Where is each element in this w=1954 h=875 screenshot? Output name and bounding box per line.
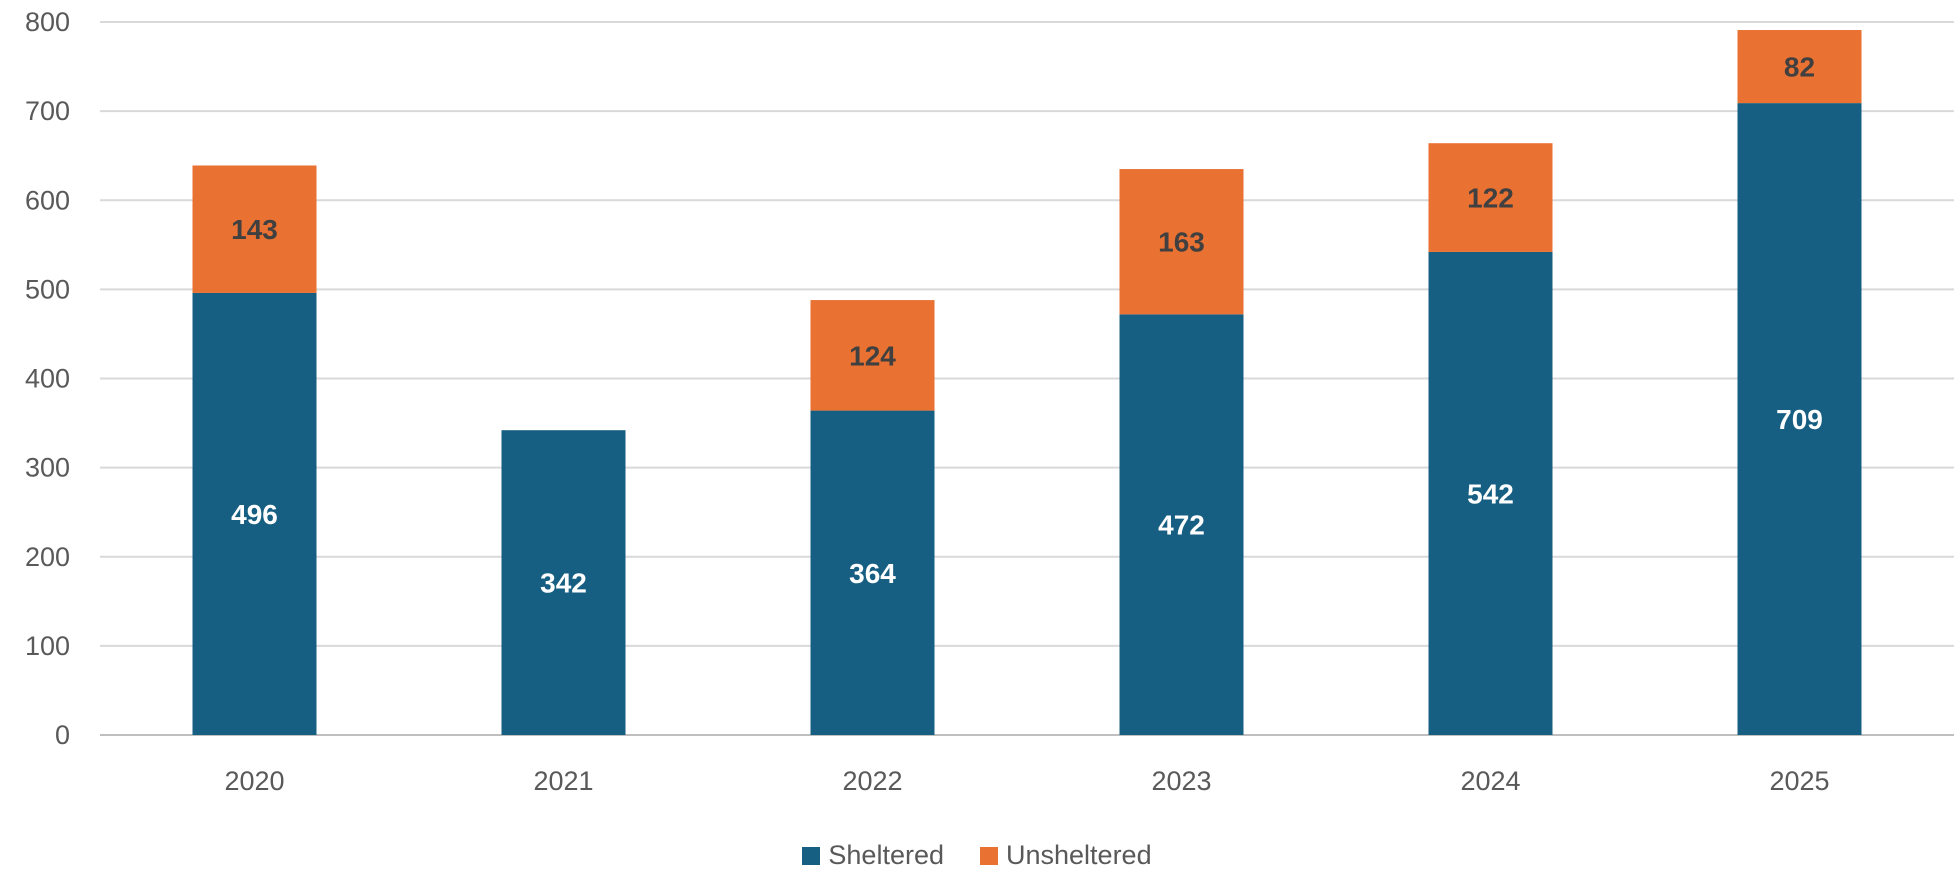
y-tick-label: 300 (25, 453, 70, 483)
data-label-unsheltered-2020: 143 (231, 214, 278, 245)
legend-item-unsheltered: Unsheltered (980, 840, 1152, 871)
legend: Sheltered Unsheltered (0, 840, 1954, 871)
data-label-sheltered-2023: 472 (1158, 510, 1205, 541)
y-tick-label: 500 (25, 274, 70, 304)
x-axis-tick-labels: 2020 2021 2022 2023 2024 2025 (224, 766, 1829, 796)
bar-unsheltered-2024 (1428, 143, 1553, 252)
bar-sheltered-2022 (810, 410, 935, 735)
x-tick-label: 2024 (1460, 766, 1520, 796)
data-label-unsheltered-2024: 122 (1467, 183, 1514, 214)
data-label-sheltered-2025: 709 (1776, 404, 1823, 435)
y-axis-tick-labels: 0 100 200 300 400 500 600 700 800 (25, 7, 70, 750)
data-label-unsheltered-2023: 163 (1158, 227, 1205, 258)
gridlines (100, 21, 1954, 736)
bar-sheltered-2025 (1737, 103, 1862, 735)
legend-item-sheltered: Sheltered (802, 840, 944, 871)
legend-label-unsheltered: Unsheltered (1006, 840, 1152, 870)
y-tick-label: 800 (25, 7, 70, 37)
data-label-sheltered-2020: 496 (231, 499, 278, 530)
data-label-sheltered-2022: 364 (849, 558, 896, 589)
legend-swatch-unsheltered (980, 846, 998, 865)
data-label-sheltered-2024: 542 (1467, 478, 1514, 509)
x-tick-label: 2025 (1769, 766, 1829, 796)
x-tick-label: 2023 (1151, 766, 1211, 796)
y-tick-label: 600 (25, 185, 70, 215)
data-label-sheltered-2021: 342 (540, 568, 587, 599)
y-tick-label: 0 (55, 720, 70, 750)
bar-sheltered-2023 (1119, 314, 1244, 735)
stacked-bar-chart: 0 100 200 300 400 500 600 700 800 496 143 342 364 12… (25, 7, 1954, 796)
x-tick-label: 2020 (224, 766, 284, 796)
legend-swatch-sheltered (802, 846, 821, 865)
bars (192, 30, 1862, 735)
data-label-unsheltered-2025: 82 (1784, 52, 1815, 83)
x-tick-label: 2022 (842, 766, 902, 796)
y-tick-label: 200 (25, 542, 70, 572)
bar-unsheltered-2022 (810, 300, 935, 411)
y-tick-label: 400 (25, 364, 70, 394)
bar-sheltered-2021 (501, 430, 626, 735)
bar-unsheltered-2025 (1737, 30, 1862, 104)
y-tick-label: 100 (25, 631, 70, 661)
bar-unsheltered-2020 (192, 165, 317, 293)
data-labels: 496 143 342 364 124 472 163 542 122 709 82 (231, 52, 1823, 599)
bar-sheltered-2020 (192, 292, 317, 735)
x-tick-label: 2021 (533, 766, 593, 796)
legend-label-sheltered: Sheltered (828, 840, 944, 870)
bar-sheltered-2024 (1428, 251, 1553, 735)
y-tick-label: 700 (25, 96, 70, 126)
data-label-unsheltered-2022: 124 (849, 340, 896, 371)
bar-unsheltered-2023 (1119, 169, 1244, 315)
